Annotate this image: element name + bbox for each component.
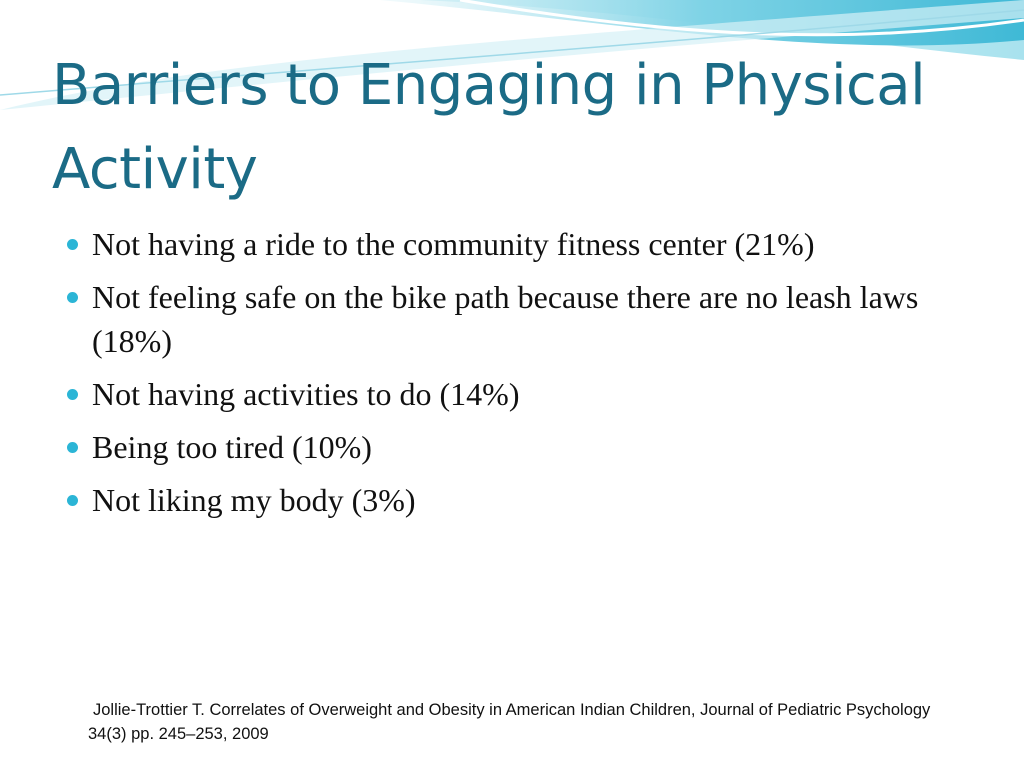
bullet-item: Not liking my body (3%) [62,478,962,522]
bullet-item: Not having activities to do (14%) [62,372,962,416]
slide-title: Barriers to Engaging in Physical Activit… [52,53,926,202]
bullet-item: Not having a ride to the community fitne… [62,222,962,266]
bullet-list: Not having a ride to the community fitne… [62,222,962,531]
bullet-item: Being too tired (10%) [62,425,962,469]
citation: Jollie-Trottier T. Correlates of Overwei… [88,701,931,743]
bullet-item: Not feeling safe on the bike path becaus… [62,275,962,363]
